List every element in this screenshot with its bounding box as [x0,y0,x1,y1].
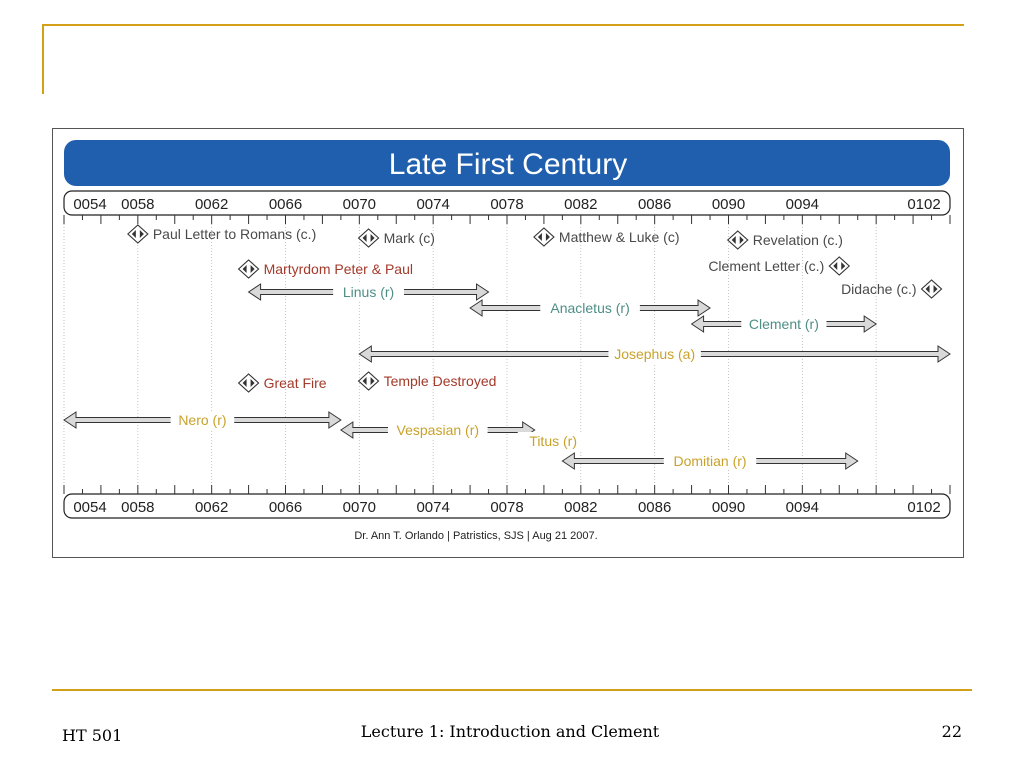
point-marker [237,259,260,279]
course-code: HT 501 [62,726,123,745]
year-label: 0062 [195,499,228,516]
point-label: Mark (c) [384,230,435,246]
point-marker [127,224,149,244]
year-label: 0090 [712,499,745,516]
point-marker-arrow [139,230,144,238]
point-marker-arrow [362,377,367,385]
span-label: Linus (r) [343,284,394,300]
year-label: 0078 [490,196,523,213]
ticks [63,215,951,494]
point-marker [237,373,260,393]
span-label-bg [540,299,640,317]
bottom-rule [52,689,972,691]
point-marker-arrow [739,236,744,244]
point-marker-arrow [925,285,930,293]
year-label: 0094 [786,499,819,516]
point-label: Paul Letter to Romans (c.) [153,226,316,242]
span-label: Vespasian (r) [397,422,479,438]
timeline-title: Late First Century [389,148,627,181]
span-label: Josephus (a) [614,346,695,362]
year-label: 0054 [73,196,106,213]
point-marker [357,228,380,248]
point-marker-arrow [250,379,255,387]
year-label: 0066 [269,499,302,516]
point-marker-arrow [250,265,255,273]
credit-line: Dr. Ann T. Orlando | Patristics, SJS | A… [354,530,597,542]
year-label: 0102 [907,499,940,516]
year-label: 0090 [712,196,745,213]
points: Paul Letter to Romans (c.) Mark (c) Matthe… [127,224,943,393]
year-label: 0070 [343,499,376,516]
year-label: 0086 [638,196,671,213]
span-label: Anacletus (r) [550,300,629,316]
point-marker [828,256,851,276]
year-label: 0078 [490,499,523,516]
point-marker-arrow [370,234,375,242]
point-marker [357,371,380,391]
point-marker-arrow [841,262,846,270]
left-rule [42,24,44,94]
span-label-bg [333,283,404,301]
point-marker-arrow [537,233,542,241]
span-label-bg [387,421,488,439]
span-label-bg [663,452,757,470]
point-marker-arrow [545,233,550,241]
span-label: Nero (r) [178,412,226,428]
year-label: 0094 [786,196,819,213]
point-marker [920,279,943,299]
span-label-bg [517,432,589,450]
point-marker-arrow [731,236,736,244]
point-marker-arrow [362,234,367,242]
year-label: 0054 [73,499,106,516]
year-label: 0082 [564,196,597,213]
year-label: 0086 [638,499,671,516]
point-label: Didache (c.) [841,281,916,297]
span-label: Clement (r) [749,316,819,332]
point-marker-arrow [833,262,838,270]
year-label: 0058 [121,196,154,213]
top-rule [42,24,964,26]
gridlines [63,218,877,491]
point-marker-arrow [131,230,136,238]
year-label: 0074 [416,499,449,516]
point-label: Clement Letter (c.) [708,258,824,274]
point-marker-arrow [370,377,375,385]
lecture-title: Lecture 1: Introduction and Clement [360,722,660,741]
span-label-bg [608,345,701,363]
year-label: 0062 [195,196,228,213]
point-marker [726,230,749,250]
span-label: Domitian (r) [673,453,746,469]
timeline-svg: Late First Century 005400540058005800620… [52,128,964,558]
span-label: Titus (r) [529,433,577,449]
year-label: 0066 [269,196,302,213]
point-marker-arrow [242,379,247,387]
title-banner [64,140,950,186]
point-marker [533,227,555,247]
spans: Linus (r) Anacletus (r) Clement (r) Josephu… [63,283,951,470]
year-label: 0102 [907,196,940,213]
span-label-bg [741,315,827,333]
point-marker-arrow [933,285,938,293]
point-marker-arrow [242,265,247,273]
year-label: 0082 [564,499,597,516]
year-labels: 0054 0054 0058 0058 0062 0062 0066 0066 0070 0070… [73,196,940,516]
point-label: Matthew & Luke (c) [559,229,680,245]
point-label: Revelation (c.) [753,232,843,248]
span-label-bg [170,411,235,429]
point-label: Great Fire [264,375,327,391]
point-label: Martyrdom Peter & Paul [264,261,413,277]
year-label: 0070 [343,196,376,213]
page-number: 22 [941,722,962,741]
year-label: 0058 [121,499,154,516]
timeline-figure: Late First Century 0054 0054 0058 0058 0062 0… [52,128,964,558]
point-label: Temple Destroyed [384,373,497,389]
year-label: 0074 [416,196,449,213]
